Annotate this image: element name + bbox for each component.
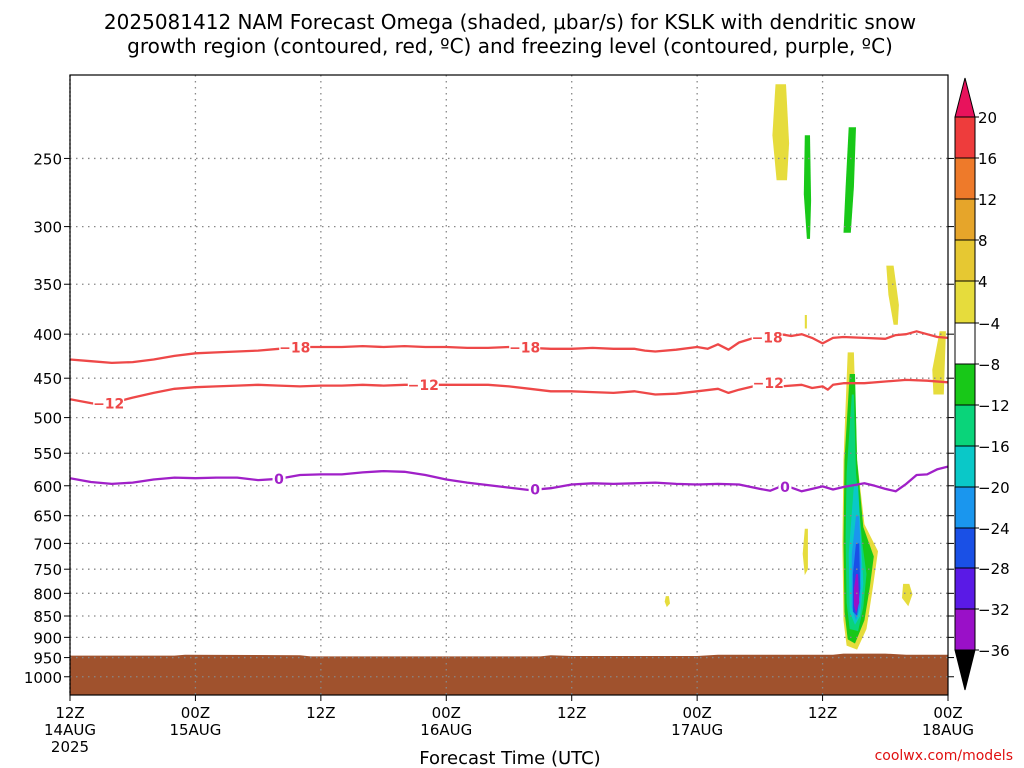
contour-line-1 (70, 378, 948, 406)
colorbar-bottom-triangle (954, 649, 976, 691)
x-axis-label: Forecast Time (UTC) (419, 748, 600, 768)
x-tick-date-5: 17AUG (671, 721, 723, 739)
colorbar-label-13: −36 (978, 642, 1010, 660)
plot-frame (69, 74, 949, 696)
contour-label-0-0: −18 (279, 340, 310, 356)
colorbar-box-4 (954, 280, 976, 324)
contour-line-0 (70, 330, 948, 365)
credit-text: coolwx.com/models (875, 748, 1013, 764)
contour-label-bg-1-0 (93, 395, 125, 412)
colorbar-label-10: −24 (978, 520, 1010, 538)
contour-label-bg-0-0 (279, 339, 311, 356)
y-tick-label-700: 700 (33, 535, 62, 553)
colorbar-box-3 (954, 239, 976, 282)
omega-shade-1 (803, 135, 812, 239)
y-tick-label-600: 600 (33, 478, 62, 496)
y-tick-label-900: 900 (33, 629, 62, 647)
x-tick-date-7: 18AUG (922, 721, 974, 739)
colorbar-box-1 (954, 157, 976, 200)
omega-shade-3 (886, 265, 899, 325)
x-tick-label-3: 00Z (432, 704, 461, 722)
y-tick-label-850: 850 (33, 608, 62, 626)
y-tick-label-550: 550 (33, 445, 62, 463)
x-tick-label-5: 00Z (682, 704, 711, 722)
colorbar-label-7: −12 (978, 397, 1010, 415)
y-tick-label-450: 450 (33, 370, 62, 388)
y-tick-label-950: 950 (33, 650, 62, 668)
terrain-fill (70, 653, 948, 695)
colorbar-label-9: −20 (978, 479, 1010, 497)
contour-label-1-2: −12 (753, 376, 784, 392)
colorbar-label-1: 16 (978, 150, 997, 168)
contour-label-1-1: −12 (408, 378, 439, 394)
plot-area: −18 −18 −18 −12 −12 −12 0 0 0 250 300 350 400 450 500 5… (24, 74, 974, 756)
colorbar-label-8: −16 (978, 438, 1010, 456)
y-tick-label-300: 300 (33, 219, 62, 237)
colorbar-box-9 (954, 486, 976, 529)
y-tick-label-400: 400 (33, 326, 62, 344)
colorbar: 20 16 12 8 4 −4 −8 −12 −16 −20 −24 −28 −32 −36 (954, 77, 1010, 691)
omega-shade-8 (902, 583, 913, 607)
colorbar-box-11 (954, 567, 976, 610)
chart-title-line-1: 2025081412 NAM Forecast Omega (shaded, μ… (104, 10, 916, 34)
plot-inner: −18 −18 −18 −12 −12 −12 0 0 0 (70, 75, 948, 695)
omega-shade-7 (664, 596, 670, 608)
omega-shade-0 (772, 84, 790, 181)
y-tick-label-650: 650 (33, 508, 62, 526)
contour-label-bg-2-0 (272, 470, 286, 487)
x-tick-label-2: 12Z (306, 704, 335, 722)
x-tick-year-0: 2025 (51, 738, 89, 756)
colorbar-label-0: 20 (978, 109, 997, 127)
contour-label-2-0: 0 (274, 472, 284, 488)
y-tick-label-500: 500 (33, 410, 62, 428)
contour-label-1-0: −12 (93, 397, 124, 413)
colorbar-label-6: −8 (978, 356, 1000, 374)
contour-line-2 (70, 465, 948, 493)
contour-label-bg-2-1 (528, 481, 542, 498)
colorbar-box-5 (954, 322, 976, 365)
y-tick-label-250: 250 (33, 150, 62, 168)
contour-label-bg-1-2 (752, 374, 784, 391)
x-tick-date-0: 14AUG (44, 721, 96, 739)
chart-title-line-2: growth region (contoured, red, ºC) and f… (127, 34, 893, 58)
colorbar-box-8 (954, 445, 976, 488)
colorbar-box-7 (954, 404, 976, 447)
contour-label-bg-0-1 (509, 339, 541, 356)
y-tick-label-350: 350 (33, 276, 62, 294)
contour-label-0-2: −18 (752, 330, 783, 346)
y-tick-label-800: 800 (33, 585, 62, 603)
contour-label-bg-2-2 (778, 478, 792, 495)
x-tick-label-4: 12Z (557, 704, 586, 722)
colorbar-box-12 (954, 608, 976, 651)
colorbar-label-2: 12 (978, 191, 997, 209)
y-tick-label-750: 750 (33, 561, 62, 579)
omega-shade-6 (802, 528, 808, 576)
colorbar-box-0 (954, 116, 976, 159)
colorbar-box-2 (954, 198, 976, 241)
colorbar-label-11: −28 (978, 560, 1010, 578)
x-tick-label-0: 12Z (55, 704, 84, 722)
x-tick-date-3: 16AUG (420, 721, 472, 739)
omega-shade-2 (843, 127, 856, 233)
omega-shade-5 (932, 331, 946, 395)
x-tick-date-1: 15AUG (169, 721, 221, 739)
contour-label-2-2: 0 (780, 480, 790, 496)
colorbar-top-triangle (954, 77, 976, 118)
colorbar-box-6 (954, 363, 976, 406)
colorbar-label-3: 8 (978, 232, 988, 250)
colorbar-label-4: 4 (978, 273, 988, 291)
x-tick-label-1: 00Z (181, 704, 210, 722)
contour-label-0-1: −18 (509, 341, 540, 357)
colorbar-label-12: −32 (978, 601, 1010, 619)
x-tick-label-7: 00Z (933, 704, 962, 722)
contour-label-bg-1-1 (407, 376, 439, 393)
omega-shade-4 (804, 315, 807, 329)
y-tick-label-1000: 1000 (24, 669, 62, 687)
x-tick-label-6: 12Z (808, 704, 837, 722)
colorbar-label-5: −4 (978, 315, 1000, 333)
colorbar-box-10 (954, 527, 976, 569)
contour-label-2-1: 0 (530, 483, 540, 499)
contour-label-bg-0-2 (751, 329, 783, 346)
